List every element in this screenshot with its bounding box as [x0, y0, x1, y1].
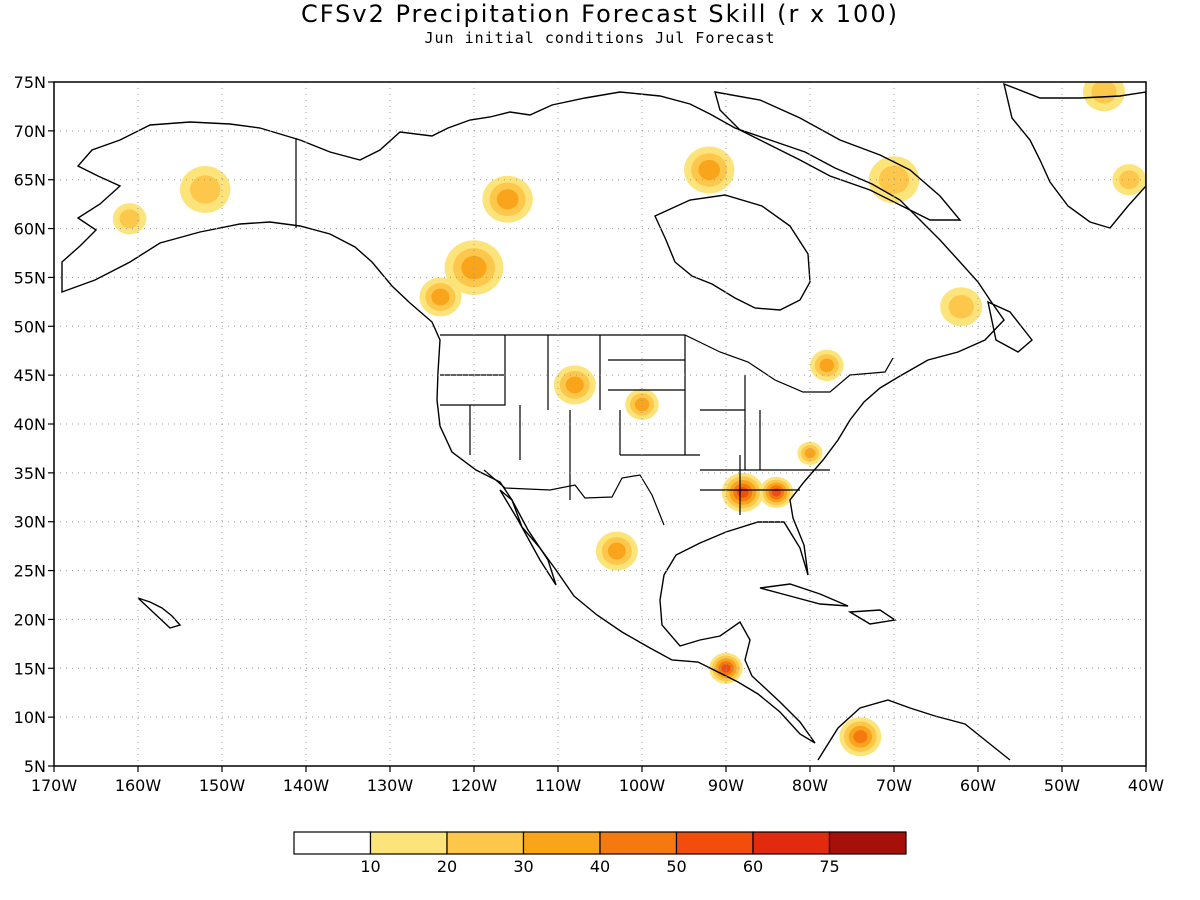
us-canada-border: [440, 334, 894, 393]
map-subtitle: Jun initial conditions Jul Forecast: [424, 29, 776, 47]
hawaii-coastline: [137, 597, 182, 629]
colorbar-label: 50: [666, 857, 686, 876]
lat-tick-label: 55N: [14, 268, 46, 287]
colorbar-swatch: [522, 831, 601, 855]
colorbar-label: 20: [437, 857, 457, 876]
hispaniola-coastline: [847, 609, 897, 625]
skill-contour-fill: [819, 358, 834, 373]
lat-tick-label: 30N: [14, 513, 46, 532]
north-america-coastline: [61, 91, 1005, 744]
skill-contour-fill: [565, 376, 584, 394]
us-mexico-border: [483, 469, 665, 526]
state-borders: [440, 335, 830, 515]
colorbar-label: 30: [513, 857, 533, 876]
colorbar-swatch: [752, 831, 831, 855]
skill-contour-fill: [698, 159, 720, 180]
hudson-bay-coastline: [654, 194, 811, 311]
lon-tick-label: 100W: [619, 776, 666, 795]
lat-tick-label: 70N: [14, 122, 46, 141]
newfoundland-coastline: [987, 300, 1033, 353]
lon-tick-label: 140W: [283, 776, 330, 795]
coastlines: [61, 82, 1146, 761]
skill-contour-fill: [737, 487, 749, 498]
lon-tick-label: 70W: [876, 776, 912, 795]
skill-contour-fill: [948, 295, 974, 319]
map-title: CFSv2 Precipitation Forecast Skill (r x …: [301, 0, 899, 28]
longitude-axis: 170W 160W 150W 140W 130W 120W 110W 100W 90W 80W 70…: [31, 766, 1164, 795]
baja-coastline: [499, 489, 557, 586]
colorbar: 10 20 30 40 50 60 75: [293, 831, 907, 876]
lon-tick-label: 110W: [535, 776, 582, 795]
lon-tick-label: 40W: [1128, 776, 1164, 795]
lat-tick-label: 35N: [14, 464, 46, 483]
lat-tick-label: 25N: [14, 562, 46, 581]
south-america-coastline: [817, 699, 1011, 761]
lon-tick-label: 120W: [451, 776, 498, 795]
baffin-coastline: [714, 91, 962, 221]
lat-tick-label: 45N: [14, 366, 46, 385]
lon-tick-label: 130W: [367, 776, 414, 795]
lat-tick-label: 5N: [24, 757, 46, 776]
colorbar-label: 60: [743, 857, 763, 876]
colorbar-swatch: [446, 831, 525, 855]
colorbar-label: 75: [819, 857, 839, 876]
colorbar-label: 40: [590, 857, 610, 876]
skill-contour-fill: [1119, 170, 1140, 190]
lat-tick-label: 75N: [14, 73, 46, 92]
lat-tick-label: 20N: [14, 610, 46, 629]
colorbar-swatch: [293, 831, 372, 855]
lat-tick-label: 10N: [14, 708, 46, 727]
lon-tick-label: 90W: [708, 776, 744, 795]
skill-contour-fill: [634, 397, 650, 412]
skill-contour-fill: [431, 288, 450, 306]
skill-contour-fill: [496, 189, 519, 210]
lon-tick-label: 50W: [1044, 776, 1080, 795]
lon-tick-label: 80W: [792, 776, 828, 795]
graticule: [54, 82, 1146, 766]
lon-tick-label: 150W: [199, 776, 246, 795]
lat-tick-label: 40N: [14, 415, 46, 434]
latitude-axis: 75N 70N 65N 60N 55N 50N 45N 40N 35N 30N 25N 20N 15N 1…: [14, 73, 54, 776]
skill-contour-fill: [607, 542, 626, 560]
skill-contour-fill: [853, 730, 868, 744]
lat-tick-label: 50N: [14, 317, 46, 336]
lat-tick-label: 60N: [14, 220, 46, 239]
colorbar-label: 10: [360, 857, 380, 876]
lon-tick-label: 60W: [960, 776, 996, 795]
skill-contour-fill: [1091, 82, 1117, 104]
political-borders: [295, 138, 894, 526]
cuba-coastline: [759, 583, 849, 607]
colorbar-swatch: [675, 831, 754, 855]
skill-contour-fill: [461, 255, 487, 280]
colorbar-swatch: [599, 831, 678, 855]
lat-tick-label: 15N: [14, 659, 46, 678]
lon-tick-label: 160W: [115, 776, 162, 795]
lon-tick-label: 170W: [31, 776, 78, 795]
colorbar-swatch: [828, 831, 907, 855]
skill-contour-fill: [119, 209, 140, 229]
colorbar-swatch: [369, 831, 448, 855]
skill-contour-fill: [804, 448, 816, 459]
lat-tick-label: 65N: [14, 171, 46, 190]
skill-shading: [112, 82, 1146, 757]
greenland-coastline: [1003, 82, 1146, 229]
skill-contour-fill: [190, 175, 221, 204]
